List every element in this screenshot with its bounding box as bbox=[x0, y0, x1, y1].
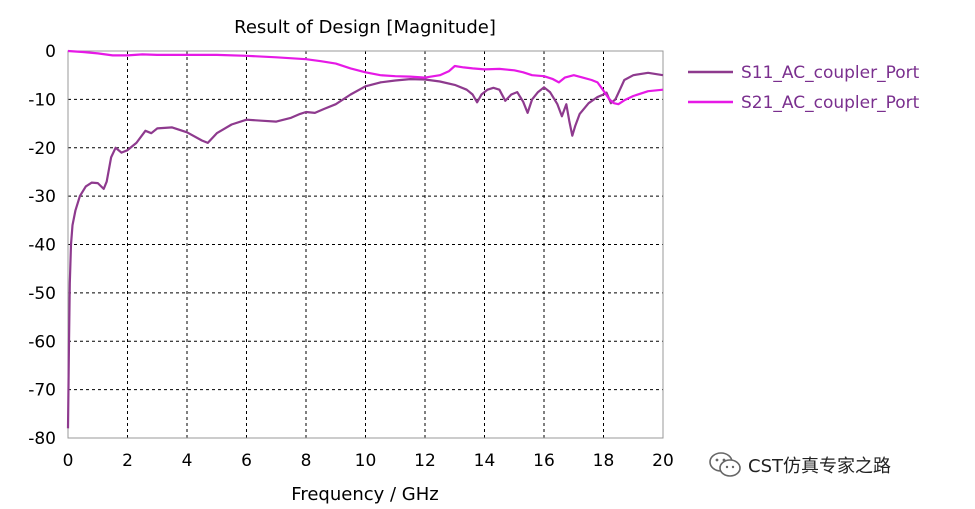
y-tick-label: -40 bbox=[28, 236, 56, 256]
y-tick-label: -20 bbox=[28, 139, 56, 159]
grid bbox=[68, 51, 663, 438]
watermark-text: CST仿真专家之路 bbox=[748, 456, 891, 477]
y-tick-label: 0 bbox=[45, 42, 56, 62]
x-tick-label: 18 bbox=[593, 451, 615, 471]
series-line-1 bbox=[66, 71, 664, 429]
y-tick-label: -70 bbox=[28, 381, 56, 401]
x-tick-label: 8 bbox=[301, 451, 312, 471]
plot-frame bbox=[67, 50, 664, 439]
y-tick-label: -10 bbox=[28, 90, 56, 110]
y-axis: 0 -10 -20 -30 -40 -50 -60 -70 -80 bbox=[28, 42, 56, 449]
x-tick-label: 10 bbox=[355, 451, 377, 471]
watermark: CST仿真专家之路 bbox=[708, 450, 891, 480]
x-tick-label: 6 bbox=[241, 451, 252, 471]
y-tick-label: -80 bbox=[28, 429, 56, 449]
x-tick-label: 4 bbox=[182, 451, 193, 471]
y-tick-label: -60 bbox=[28, 332, 56, 352]
x-tick-label: 16 bbox=[533, 451, 555, 471]
series-line-2 bbox=[67, 49, 664, 106]
y-tick-label: -30 bbox=[28, 187, 56, 207]
x-tick-label: 12 bbox=[414, 451, 436, 471]
x-axis-label: Frequency / GHz bbox=[291, 484, 438, 505]
x-tick-label: 14 bbox=[474, 451, 496, 471]
x-tick-label: 20 bbox=[652, 451, 674, 471]
series-layer bbox=[66, 49, 664, 429]
legend: S11_AC_coupler_Port S21_AC_coupler_Port bbox=[688, 63, 920, 113]
x-tick-label: 2 bbox=[122, 451, 133, 471]
legend-label: S11_AC_coupler_Port bbox=[741, 63, 920, 83]
chart-title: Result of Design [Magnitude] bbox=[234, 17, 496, 38]
x-tick-label: 0 bbox=[63, 451, 74, 471]
legend-label: S21_AC_coupler_Port bbox=[741, 93, 920, 113]
y-tick-label: -50 bbox=[28, 284, 56, 304]
wechat-icon bbox=[709, 452, 741, 477]
x-axis: 0 2 4 6 8 10 12 14 16 18 20 bbox=[63, 451, 674, 471]
